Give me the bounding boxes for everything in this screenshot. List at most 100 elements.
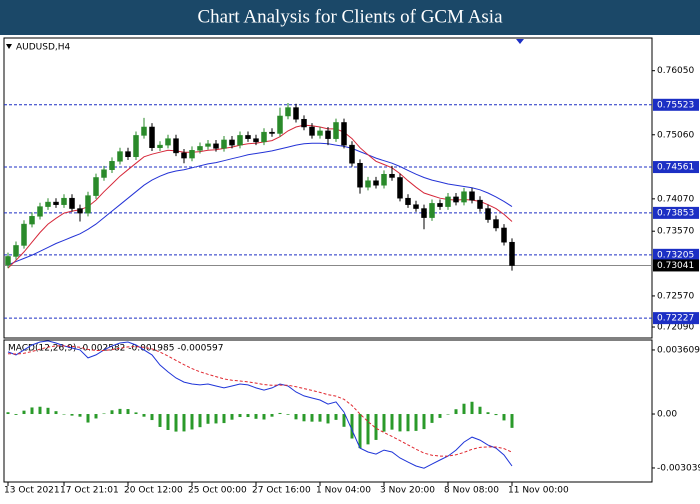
- level-label: 0.73853: [657, 208, 694, 218]
- level-label-bg: [653, 161, 699, 174]
- histogram-bar: [382, 414, 386, 432]
- histogram-bar: [46, 407, 50, 415]
- histogram-bar: [158, 414, 162, 427]
- histogram-bar: [366, 414, 370, 445]
- histogram-bar: [54, 411, 58, 415]
- x-tick-label: 8 Nov 08:00: [444, 486, 499, 496]
- candle-body: [205, 143, 211, 147]
- candle-body: [333, 122, 339, 139]
- histogram-bar: [38, 406, 42, 415]
- histogram-bar: [110, 410, 114, 415]
- histogram-bar: [262, 414, 266, 420]
- y-tick-label: 0.75060: [657, 130, 694, 140]
- histogram-bar: [22, 410, 26, 415]
- histogram-bar: [166, 414, 170, 430]
- candle-body: [181, 152, 187, 159]
- candle-body: [421, 208, 427, 218]
- histogram-bar: [494, 414, 498, 416]
- y-tick-label: 0.73570: [657, 227, 694, 237]
- candle-body: [309, 126, 315, 136]
- candle-body: [341, 122, 347, 146]
- symbol-label: AUDUSD,H4: [16, 43, 71, 53]
- chart-title: Chart Analysis for Clients of GCM Asia: [197, 6, 503, 27]
- candle-body: [397, 177, 403, 199]
- histogram-bar: [294, 414, 298, 420]
- candle-body: [149, 126, 155, 148]
- histogram-bar: [142, 414, 146, 417]
- candle-body: [285, 107, 291, 117]
- level-label: 0.75523: [657, 100, 694, 110]
- histogram-bar: [422, 414, 426, 430]
- level-label: 0.73205: [657, 250, 694, 260]
- candle-body: [21, 223, 27, 246]
- histogram-bar: [462, 403, 466, 415]
- histogram-bar: [430, 414, 434, 423]
- candle-body: [213, 143, 219, 149]
- level-label-bg: [653, 248, 699, 261]
- x-tick-label: 20 Oct 12:00: [124, 486, 183, 496]
- histogram-bar: [470, 401, 474, 415]
- candle-body: [61, 197, 67, 205]
- candle-body: [141, 126, 147, 136]
- ma-fast: [7, 124, 513, 269]
- histogram-bar: [342, 414, 346, 427]
- histogram-bar: [510, 414, 514, 428]
- candle-body: [325, 130, 331, 139]
- candle-body: [125, 151, 131, 158]
- level-label: 0.72227: [657, 314, 694, 324]
- candle-body: [13, 245, 19, 257]
- x-tick-label: 11 Nov 00:00: [508, 486, 569, 496]
- x-tick-label: 27 Oct 16:00: [252, 486, 311, 496]
- histogram-bar: [230, 414, 234, 420]
- x-tick-label: 13 Oct 2021: [4, 486, 60, 496]
- candle-body: [293, 107, 299, 120]
- candle-body: [381, 173, 387, 186]
- histogram-bar: [14, 414, 18, 415]
- candle-body: [253, 138, 259, 143]
- marker: [516, 39, 524, 44]
- candle-body: [237, 135, 243, 146]
- histogram-bar: [478, 406, 482, 415]
- candle-body: [157, 144, 163, 148]
- candle-body: [277, 115, 283, 134]
- signal-line: [7, 345, 513, 457]
- histogram-bar: [414, 414, 418, 431]
- candle-body: [5, 256, 11, 266]
- histogram-bar: [318, 414, 322, 422]
- histogram-bar: [374, 414, 378, 440]
- candle-body: [37, 206, 43, 217]
- candle-body: [373, 180, 379, 186]
- y-tick-label: 0.003609: [657, 345, 700, 355]
- candle-body: [477, 199, 483, 209]
- y-tick-label: 0.74070: [657, 194, 694, 204]
- histogram-bar: [62, 414, 66, 415]
- title-bar: [0, 0, 700, 35]
- price-label-bg: [653, 259, 699, 272]
- candle-body: [389, 173, 395, 178]
- candle-body: [269, 131, 275, 134]
- candle-body: [173, 138, 179, 154]
- histogram-bar: [150, 414, 154, 421]
- histogram-bar: [358, 414, 362, 449]
- candle-body: [437, 203, 443, 207]
- candle-body: [501, 227, 507, 243]
- macd-label: MACD(12,26,9) -0.002582 -0.001985 -0.000…: [8, 344, 224, 354]
- candle-body: [357, 162, 363, 188]
- candle-body: [429, 203, 435, 218]
- level-label-bg: [653, 98, 699, 111]
- histogram-bar: [302, 414, 306, 422]
- histogram-bar: [254, 414, 258, 419]
- candle-body: [413, 204, 419, 209]
- histogram-bar: [198, 414, 202, 428]
- candle-body: [317, 130, 323, 136]
- histogram-bar: [206, 414, 210, 424]
- histogram-bar: [126, 409, 130, 415]
- histogram-bar: [398, 414, 402, 432]
- y-tick-label: 0.72570: [657, 291, 694, 301]
- histogram-bar: [238, 414, 242, 418]
- candle-body: [29, 216, 35, 225]
- histogram-bar: [278, 412, 282, 415]
- histogram-bar: [446, 414, 450, 415]
